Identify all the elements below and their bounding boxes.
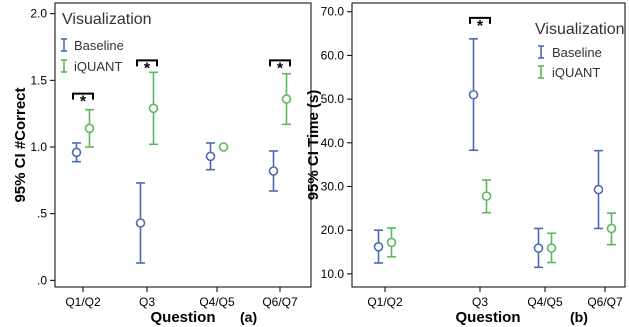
legend-label-baseline: Baseline: [74, 38, 124, 53]
error-bar-iquant: [281, 72, 292, 126]
error-bar-iquant: [606, 212, 617, 246]
error-bar-iquant: [148, 71, 159, 146]
error-bar-baseline: [593, 149, 604, 230]
y-tick-label: 1.0: [30, 140, 47, 154]
mean-point-baseline: [593, 184, 604, 195]
error-bar-baseline: [468, 38, 479, 152]
mean-point-baseline: [468, 89, 479, 100]
bracket-line: [72, 92, 94, 100]
chart-panel-b: 10.0 20.0 30.0 40.0 50.0 60.0 70.0 Q1/Q2 Q3 Q4/Q…: [305, 2, 626, 326]
y-axis-label: 95% CI Time (s): [305, 90, 322, 201]
x-tick-label: Q4/Q5: [527, 295, 563, 309]
error-bar-baseline: [205, 142, 216, 171]
y-tick-label: 2.0: [30, 7, 47, 21]
significance-bracket: *: [72, 92, 94, 111]
x-tick-label: Q3: [472, 295, 488, 309]
error-bar-iquant: [386, 227, 397, 258]
mean-point-baseline: [373, 242, 384, 252]
x-axis-label: Question: [150, 309, 215, 326]
mean-point-iquant: [218, 142, 229, 152]
mean-point-iquant: [281, 94, 292, 104]
bracket-line: [136, 59, 158, 67]
legend: Visualization Baseline iQUANT: [535, 21, 625, 80]
legend-title: Visualization: [535, 21, 625, 38]
y-tick-label: 70.0: [321, 5, 345, 19]
x-tick-label: Q1/Q2: [65, 295, 101, 309]
mean-point-iquant: [148, 103, 159, 114]
plot-frame: [351, 2, 626, 288]
mean-point-baseline: [135, 218, 146, 228]
error-bar-iquant: [84, 108, 95, 148]
y-tick-label: 1.5: [30, 73, 47, 87]
x-tick-label: Q4/Q5: [199, 295, 235, 309]
error-bar-iquant: [218, 142, 229, 152]
error-bar-baseline: [71, 142, 82, 163]
y-tick-label: 60.0: [321, 48, 345, 62]
chart-panel-a: .0 .5 1.0 1.5 2.0 Q1/Q2 Q3 Q4/Q5 Q6/Q7 * * * 95% …: [12, 2, 312, 326]
y-tick-label: 30.0: [321, 180, 345, 194]
y-tick-label: 20.0: [321, 223, 345, 237]
plot-frame: [54, 2, 312, 288]
mean-point-baseline: [268, 166, 279, 176]
significance-star: *: [277, 60, 284, 77]
error-bar-iquant: [481, 179, 492, 214]
significance-bracket: *: [469, 16, 491, 35]
legend-label-iquant: iQUANT: [552, 65, 600, 80]
y-tick-label: 50.0: [321, 92, 345, 106]
error-bar-baseline: [373, 229, 384, 264]
panel-label: (b): [570, 309, 588, 325]
significance-star: *: [144, 60, 151, 77]
y-axis-label: 95% CI #Correct: [12, 87, 29, 202]
mean-point-baseline: [533, 243, 544, 253]
x-tick-label: Q3: [139, 295, 155, 309]
mean-point-iquant: [481, 191, 492, 201]
bracket-line: [469, 16, 491, 24]
legend: Visualization Baseline iQUANT: [61, 11, 152, 74]
mean-point-iquant: [606, 223, 617, 234]
x-axis-label: Question: [455, 309, 520, 326]
error-bar-iquant: [546, 232, 557, 264]
legend-title: Visualization: [62, 11, 152, 28]
y-tick-label: 10.0: [321, 267, 345, 281]
mean-point-iquant: [386, 237, 397, 248]
y-tick-label: .0: [37, 273, 47, 287]
error-bar-baseline: [135, 182, 146, 264]
x-tick-label: Q6/Q7: [587, 295, 623, 309]
significance-star: *: [80, 94, 87, 111]
significance-bracket: *: [269, 59, 291, 77]
y-tick-label: .5: [37, 207, 47, 221]
bracket-line: [269, 59, 291, 67]
y-tick-label: 40.0: [321, 136, 345, 150]
legend-label-baseline: Baseline: [552, 45, 602, 60]
significance-star: *: [477, 18, 484, 35]
error-bar-baseline: [268, 150, 279, 192]
mean-point-iquant: [84, 123, 95, 134]
legend-label-iquant: iQUANT: [74, 59, 122, 74]
error-bar-baseline: [533, 227, 544, 269]
mean-point-iquant: [546, 243, 557, 253]
mean-point-baseline: [71, 147, 82, 158]
mean-point-baseline: [205, 151, 216, 162]
x-tick-label: Q6/Q7: [262, 295, 298, 309]
x-tick-label: Q1/Q2: [367, 295, 403, 309]
panel-label: (a): [240, 309, 257, 325]
significance-bracket: *: [136, 59, 158, 77]
